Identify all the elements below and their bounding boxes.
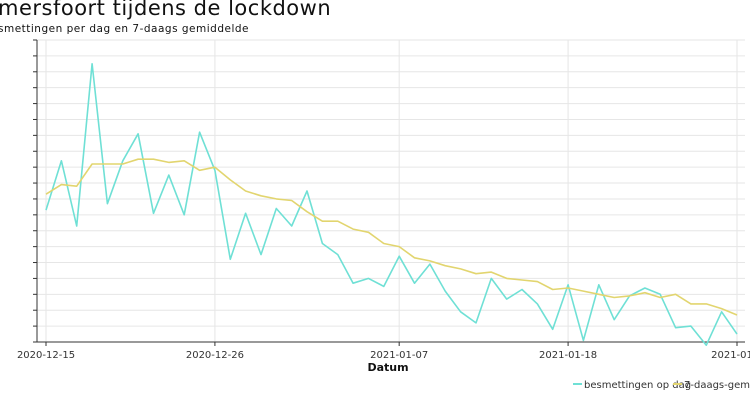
x-axis-label: Datum [367, 361, 408, 374]
series-line-7-daags-gemiddelde [45, 158, 738, 316]
x-tick-label: 2021-01-07 [370, 350, 428, 361]
series-line-besmettingen [45, 62, 738, 347]
chart-title: mersfoort tijdens de lockdown [0, 0, 332, 20]
series-lines [45, 62, 738, 347]
grid-lines [37, 39, 745, 343]
legend-label-besmettingen: besmettingen op dag [584, 380, 691, 391]
x-axis-ticks: 2020-12-15 2020-12-26 2021-01-07 2021-01-18… [17, 342, 750, 361]
legend: besmettingen op dag 7-daags-gemiddelde [573, 380, 750, 391]
chart-subtitle: smettingen per dag en 7-daags gemiddelde [0, 23, 249, 35]
x-tick-label: 2021-01-18 [539, 350, 597, 361]
x-tick-label: 2020-12-26 [186, 350, 244, 361]
x-tick-label: 2020-12-15 [17, 350, 75, 361]
x-tick-label: 2021-01-3 [711, 350, 750, 361]
legend-label-7-daags: 7-daags-gemiddelde [684, 380, 750, 391]
y-axis-ticks [33, 39, 37, 343]
